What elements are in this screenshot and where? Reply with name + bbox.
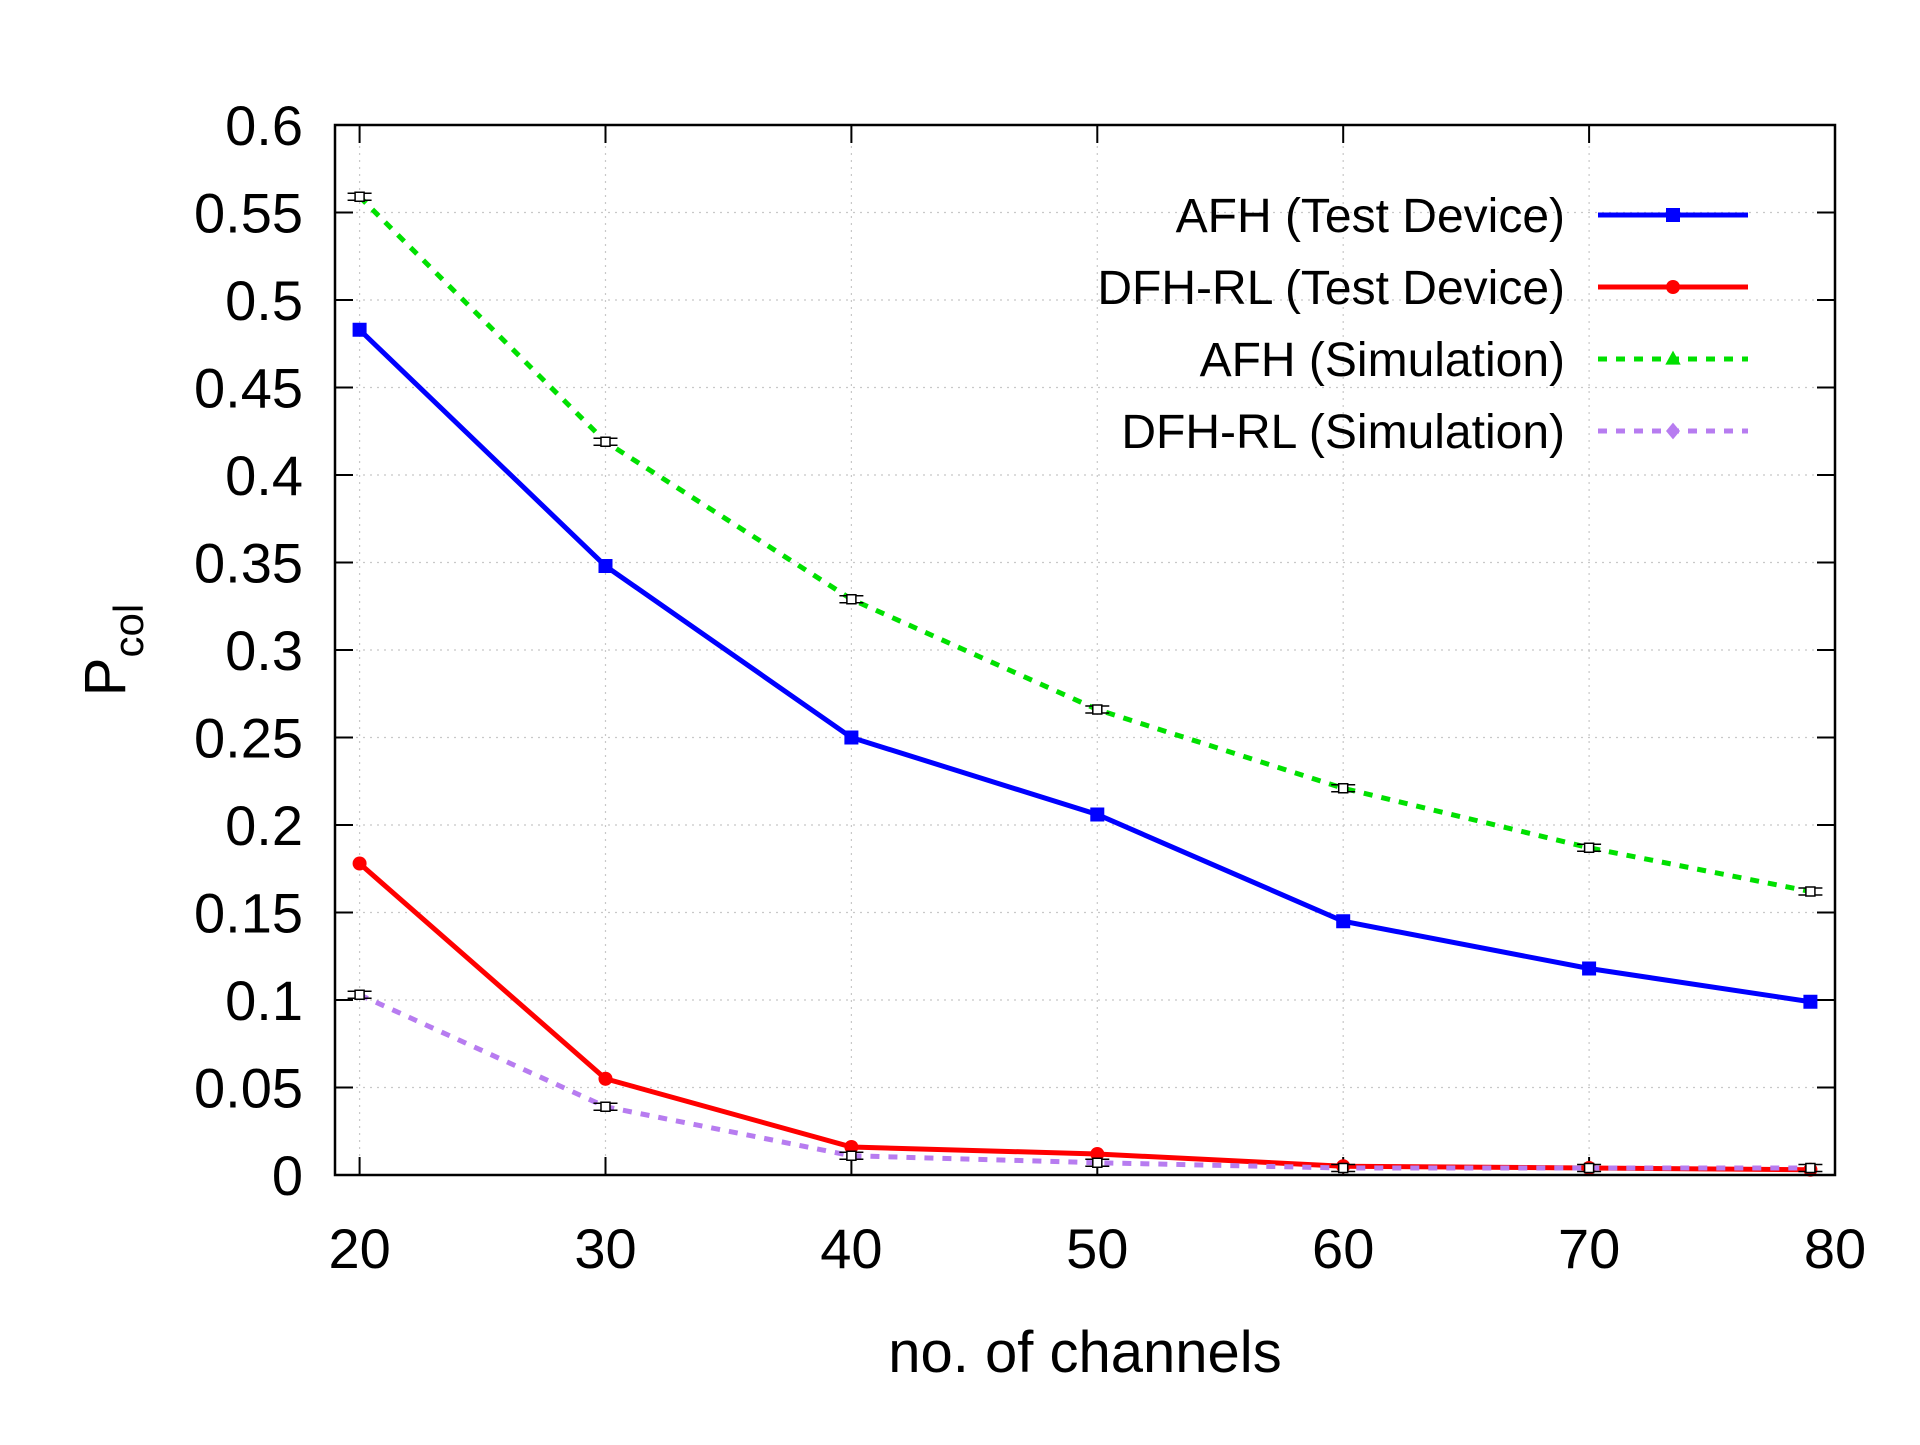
data-point-afh-simulation — [1583, 842, 1595, 853]
x-tick-label: 40 — [820, 1217, 882, 1280]
data-point-dfh-rl-simulation — [1092, 1157, 1103, 1168]
legend-label: DFH-RL (Test Device) — [1097, 262, 1565, 315]
legend-marker — [1666, 422, 1680, 440]
legend-item-dfh-rl-test-device: DFH-RL (Test Device) — [1097, 262, 1748, 315]
x-tick-label: 70 — [1558, 1217, 1620, 1280]
data-point-dfh-rl-simulation — [354, 989, 365, 1000]
legend-label: AFH (Test Device) — [1176, 190, 1565, 243]
data-point-afh-test-device — [598, 559, 613, 573]
x-tick-label: 80 — [1804, 1217, 1866, 1280]
series-dfh-rl-simulation — [347, 989, 1823, 1174]
data-point-afh-simulation — [846, 594, 857, 605]
data-point-afh-test-device — [844, 730, 859, 745]
data-point-afh-test-device — [352, 322, 367, 337]
data-point-afh-simulation — [600, 436, 611, 447]
data-point-afh-simulation — [1092, 704, 1103, 715]
y-tick-label: 0.15 — [194, 882, 303, 945]
data-point-afh-test-device — [1582, 961, 1597, 976]
legend: AFH (Test Device) DFH-RL (Test Device) AFH… — [1097, 190, 1748, 459]
data-point-dfh-rl-simulation — [1583, 1162, 1595, 1174]
legend-marker — [1666, 280, 1680, 294]
y-tick-label: 0.5 — [225, 269, 303, 332]
y-axis-title-subscript: col — [105, 604, 152, 658]
series-group — [347, 191, 1823, 1177]
axis-labels: 0 0.05 0.1 0.15 0.2 0.25 0.3 0.35 0.4 0.45 0.5 0.55… — [194, 94, 1866, 1280]
data-point-afh-simulation — [1337, 783, 1349, 794]
y-tick-label: 0.2 — [225, 794, 303, 857]
y-tick-label: 0.3 — [225, 619, 303, 682]
data-point-dfh-rl-test-device — [598, 1071, 613, 1086]
data-point-afh-test-device — [1336, 914, 1351, 929]
data-point-dfh-rl-simulation — [846, 1150, 857, 1161]
x-tick-label: 20 — [328, 1217, 390, 1280]
x-axis-title: no. of channels — [888, 1320, 1281, 1385]
legend-item-afh-simulation: AFH (Simulation) — [1200, 334, 1748, 387]
y-tick-label: 0 — [272, 1144, 303, 1207]
legend-label: AFH (Simulation) — [1200, 334, 1565, 387]
data-point-dfh-rl-simulation — [1805, 1162, 1816, 1174]
y-tick-label: 0.55 — [194, 182, 303, 245]
plot-frame — [333, 123, 1837, 1177]
data-point-dfh-rl-simulation — [600, 1101, 611, 1112]
y-tick-label: 0.6 — [225, 94, 303, 157]
x-tick-label: 50 — [1066, 1217, 1128, 1280]
data-point-afh-test-device — [1090, 807, 1105, 822]
y-axis-title-main: P — [73, 658, 138, 697]
legend-item-dfh-rl-simulation: DFH-RL (Simulation) — [1121, 406, 1748, 459]
legend-label: DFH-RL (Simulation) — [1121, 406, 1565, 459]
series-afh-test-device — [352, 322, 1818, 1009]
svg-text:Pcol: Pcol — [73, 604, 152, 696]
data-point-dfh-rl-simulation — [1337, 1162, 1349, 1174]
data-point-afh-simulation — [1805, 886, 1816, 897]
y-tick-label: 0.1 — [225, 969, 303, 1032]
y-tick-label: 0.4 — [225, 444, 303, 507]
series-afh-simulation — [347, 191, 1823, 897]
data-point-afh-simulation — [354, 191, 365, 202]
x-tick-label: 60 — [1312, 1217, 1374, 1280]
y-tick-label: 0.35 — [194, 532, 303, 595]
legend-marker — [1665, 350, 1681, 365]
y-axis-title: Pcol — [73, 604, 152, 696]
grid — [335, 125, 1835, 1175]
data-point-dfh-rl-test-device — [352, 856, 367, 871]
legend-item-afh-test-device: AFH (Test Device) — [1176, 190, 1748, 243]
legend-marker — [1666, 208, 1680, 222]
y-tick-label: 0.25 — [194, 707, 303, 770]
x-tick-label: 30 — [574, 1217, 636, 1280]
y-tick-label: 0.45 — [194, 357, 303, 420]
data-point-afh-test-device — [1803, 994, 1818, 1009]
y-tick-label: 0.05 — [194, 1057, 303, 1120]
